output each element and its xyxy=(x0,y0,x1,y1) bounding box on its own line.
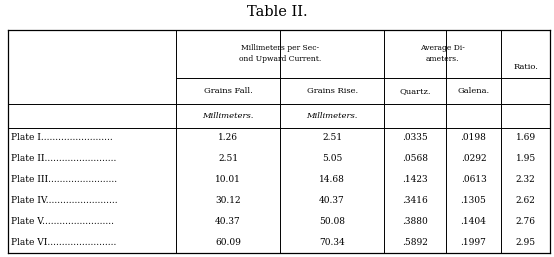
Text: 1.26: 1.26 xyxy=(218,133,238,142)
Text: Average Di-
ameters.: Average Di- ameters. xyxy=(420,44,465,63)
Text: .1423: .1423 xyxy=(402,175,428,184)
Text: 10.01: 10.01 xyxy=(215,175,241,184)
Text: Galena.: Galena. xyxy=(458,87,490,95)
Text: .1997: .1997 xyxy=(460,238,486,247)
Text: Grains Rise.: Grains Rise. xyxy=(306,87,358,95)
Text: .1305: .1305 xyxy=(460,196,486,205)
Text: Plate VI........................: Plate VI........................ xyxy=(11,238,116,247)
Text: 2.51: 2.51 xyxy=(322,133,342,142)
Text: Quartz.: Quartz. xyxy=(399,87,431,95)
Text: 40.37: 40.37 xyxy=(319,196,345,205)
Text: .3880: .3880 xyxy=(402,217,428,226)
Text: .1404: .1404 xyxy=(460,217,486,226)
Text: Plate IV.........................: Plate IV......................... xyxy=(11,196,117,205)
Text: 40.37: 40.37 xyxy=(215,217,241,226)
Text: 2.51: 2.51 xyxy=(218,154,238,163)
Text: .0335: .0335 xyxy=(402,133,428,142)
Text: .0198: .0198 xyxy=(460,133,486,142)
Text: 50.08: 50.08 xyxy=(319,217,345,226)
Text: Plate III........................: Plate III........................ xyxy=(11,175,117,184)
Text: 70.34: 70.34 xyxy=(319,238,345,247)
Text: Plate I.........................: Plate I......................... xyxy=(11,133,113,142)
Text: 1.95: 1.95 xyxy=(515,154,536,163)
Text: 60.09: 60.09 xyxy=(215,238,241,247)
Text: Table II.: Table II. xyxy=(247,5,307,19)
Text: Ratio.: Ratio. xyxy=(513,63,538,71)
Text: Millimeters.: Millimeters. xyxy=(306,112,358,120)
Text: 14.68: 14.68 xyxy=(319,175,345,184)
Text: Millimeters per Sec-
ond Upward Current.: Millimeters per Sec- ond Upward Current. xyxy=(239,44,321,63)
Text: 5.05: 5.05 xyxy=(322,154,342,163)
Text: Plate II.........................: Plate II......................... xyxy=(11,154,116,163)
Text: 2.32: 2.32 xyxy=(516,175,536,184)
Text: Plate V.........................: Plate V......................... xyxy=(11,217,114,226)
Text: 30.12: 30.12 xyxy=(216,196,241,205)
Text: 2.76: 2.76 xyxy=(516,217,536,226)
Text: 2.95: 2.95 xyxy=(516,238,536,247)
Text: Millimeters.: Millimeters. xyxy=(202,112,254,120)
Text: .0613: .0613 xyxy=(461,175,486,184)
Text: 1.69: 1.69 xyxy=(516,133,536,142)
Text: 2.62: 2.62 xyxy=(516,196,536,205)
Text: .3416: .3416 xyxy=(402,196,428,205)
Text: .0292: .0292 xyxy=(461,154,486,163)
Text: .5892: .5892 xyxy=(402,238,428,247)
Text: .0568: .0568 xyxy=(402,154,428,163)
Text: Grains Fall.: Grains Fall. xyxy=(204,87,253,95)
